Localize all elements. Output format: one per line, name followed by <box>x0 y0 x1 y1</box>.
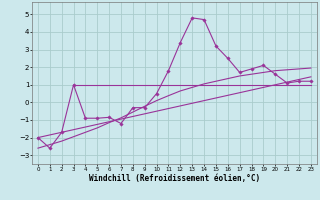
X-axis label: Windchill (Refroidissement éolien,°C): Windchill (Refroidissement éolien,°C) <box>89 174 260 183</box>
